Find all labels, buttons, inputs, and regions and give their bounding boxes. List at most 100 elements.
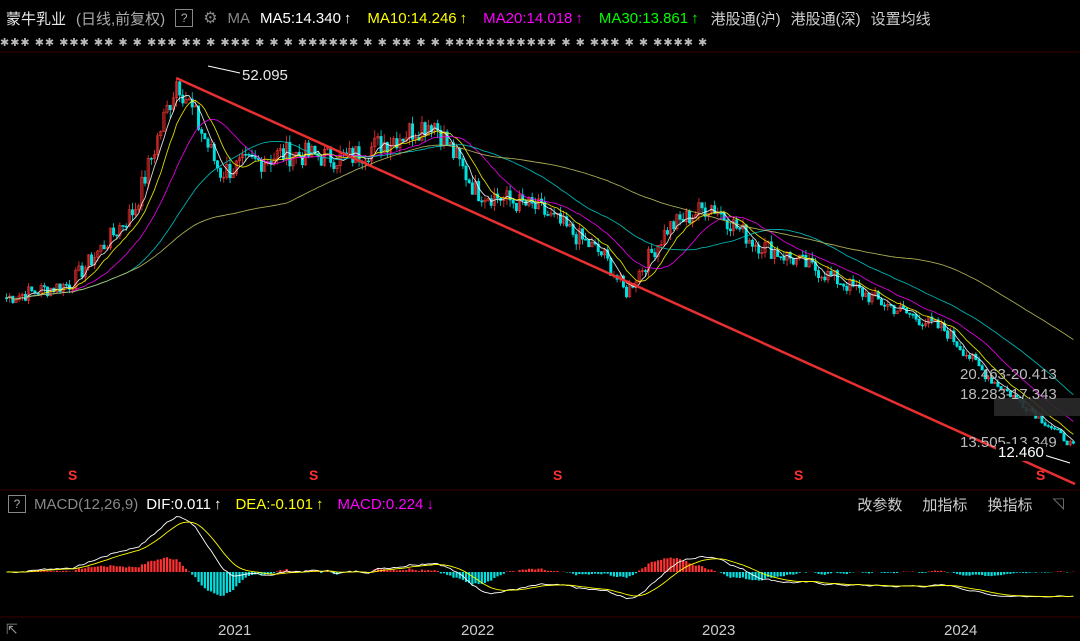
candle-body bbox=[102, 244, 106, 250]
gear-icon[interactable]: ⚙ bbox=[203, 10, 218, 27]
candle-body bbox=[278, 148, 282, 152]
candle-body bbox=[1005, 388, 1009, 392]
candle-body bbox=[895, 310, 899, 314]
band-label-2: 18.283-17.343 bbox=[960, 386, 1057, 403]
candle-body bbox=[505, 190, 509, 199]
candle-body bbox=[486, 198, 490, 201]
candle-body bbox=[754, 244, 758, 247]
candle-body bbox=[93, 256, 97, 266]
candle-body bbox=[244, 153, 248, 156]
candle-body bbox=[395, 138, 399, 149]
candle-body bbox=[20, 293, 24, 297]
candle-body bbox=[58, 283, 62, 293]
candle-body bbox=[64, 284, 68, 286]
candle-body bbox=[112, 227, 116, 236]
candle-body bbox=[835, 270, 839, 285]
candle-body bbox=[1056, 428, 1060, 431]
candle-body bbox=[370, 146, 374, 162]
candle-body bbox=[14, 299, 18, 303]
ma5-value: MA5:14.340 ↑ bbox=[260, 9, 352, 27]
add-indicator-button[interactable]: 加指标 bbox=[922, 497, 968, 514]
candle-body bbox=[367, 160, 370, 163]
candle-body bbox=[879, 298, 883, 306]
macd-dif: DIF:0.011 ↑ bbox=[146, 495, 222, 513]
candle-body bbox=[80, 265, 84, 278]
candle-body bbox=[908, 312, 912, 315]
candle-body bbox=[489, 198, 493, 206]
candle-body bbox=[533, 202, 537, 210]
signal-marker[interactable]: S bbox=[1036, 467, 1046, 483]
hk-connect-sh[interactable]: 港股通(沪) bbox=[710, 10, 781, 28]
candle-body bbox=[552, 212, 556, 215]
candle-body bbox=[842, 283, 846, 287]
candle-body bbox=[839, 283, 843, 286]
candle-body bbox=[310, 146, 314, 157]
stock-title: 蒙牛乳业 bbox=[6, 10, 67, 28]
candle-body bbox=[990, 377, 994, 384]
band-highlight bbox=[994, 398, 1080, 416]
macd-title: MACD(12,26,9) bbox=[34, 495, 139, 513]
hk-connect-sz[interactable]: 港股通(深) bbox=[790, 10, 861, 28]
candle-body bbox=[647, 248, 651, 272]
candle-body bbox=[124, 225, 128, 228]
candle-body bbox=[414, 136, 418, 140]
candle-body bbox=[1053, 427, 1057, 430]
candle-body bbox=[964, 354, 968, 357]
candle-body bbox=[672, 221, 676, 230]
ma120-line bbox=[6, 144, 1074, 340]
candle-body bbox=[656, 245, 660, 258]
candle-body bbox=[354, 146, 358, 163]
candle-body bbox=[760, 252, 764, 254]
macd-help-icon[interactable]: ? bbox=[8, 495, 26, 513]
candle-body bbox=[335, 165, 339, 169]
candle-body bbox=[817, 270, 820, 278]
candle-body bbox=[115, 234, 119, 237]
ma20-line bbox=[6, 119, 1074, 422]
candle-body bbox=[587, 239, 591, 248]
arrow-up-right-icon[interactable]: ⇱ bbox=[6, 621, 18, 637]
candle-body bbox=[902, 305, 905, 309]
settings-ma-button[interactable]: 设置均线 bbox=[870, 10, 931, 28]
candle-body bbox=[108, 227, 112, 248]
candle-body bbox=[779, 256, 783, 258]
candlestick-group bbox=[5, 79, 1075, 447]
candle-body bbox=[851, 279, 855, 287]
signal-marker[interactable]: S bbox=[309, 467, 319, 483]
candle-body bbox=[263, 163, 267, 172]
x-tick-label: 2021 bbox=[218, 622, 252, 639]
signal-marker[interactable]: S bbox=[553, 467, 563, 483]
signal-marker[interactable]: S bbox=[68, 467, 78, 483]
switch-indicator-button[interactable]: 换指标 bbox=[987, 497, 1033, 514]
candle-body bbox=[228, 163, 232, 179]
candle-body bbox=[643, 270, 647, 272]
candle-body bbox=[688, 210, 691, 224]
candle-body bbox=[1068, 441, 1072, 446]
candle-body bbox=[162, 111, 166, 132]
candle-body bbox=[455, 148, 459, 159]
candle-body bbox=[955, 341, 959, 347]
candle-body bbox=[181, 94, 185, 104]
candle-body bbox=[423, 122, 427, 136]
candle-body bbox=[392, 138, 396, 146]
candle-body bbox=[127, 209, 131, 227]
x-axis: 2021 2022 2023 2024 bbox=[0, 622, 1080, 640]
candle-body bbox=[480, 200, 484, 203]
x-tick-label: 2022 bbox=[461, 622, 495, 639]
candle-body bbox=[845, 285, 849, 291]
candle-body bbox=[256, 158, 260, 160]
ma5-line bbox=[6, 95, 1074, 442]
help-icon[interactable]: ? bbox=[175, 9, 194, 27]
candle-body bbox=[584, 238, 588, 241]
macd-dea-line bbox=[6, 521, 1074, 598]
candle-body bbox=[867, 292, 871, 303]
candle-body bbox=[980, 365, 984, 371]
signal-marker[interactable]: S bbox=[794, 467, 804, 483]
candle-body bbox=[241, 153, 245, 159]
last-pointer-line bbox=[1043, 454, 1071, 464]
change-params-button[interactable]: 改参数 bbox=[857, 497, 903, 514]
collapse-icon[interactable]: ◹ bbox=[1052, 495, 1064, 512]
candle-body bbox=[949, 330, 953, 339]
candle-body bbox=[747, 239, 751, 244]
candle-body bbox=[750, 239, 754, 247]
